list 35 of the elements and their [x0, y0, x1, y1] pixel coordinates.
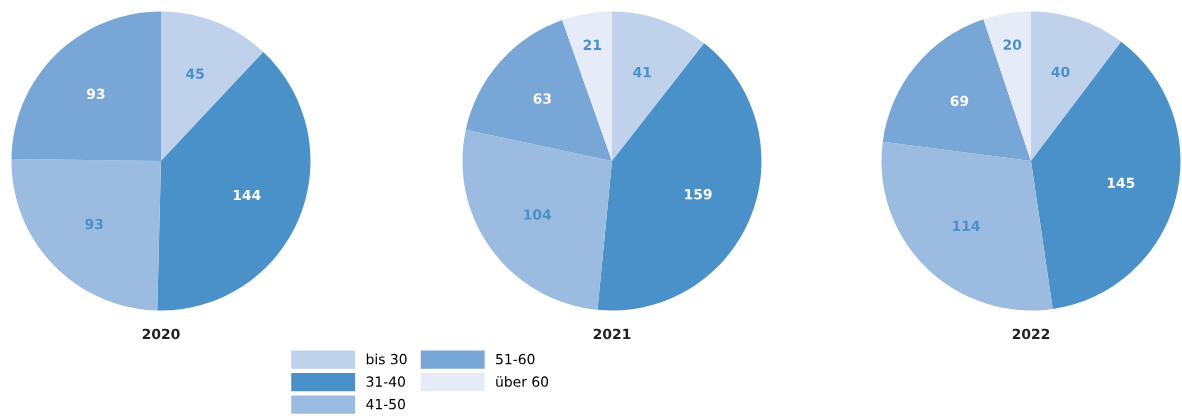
text: 2020	[142, 328, 180, 340]
legend-label: 41-50	[366, 398, 405, 410]
pie-slice	[562, 11, 612, 161]
legend-label: über 60	[496, 376, 549, 387]
text: 2022	[1012, 328, 1050, 340]
pie-slice	[462, 129, 612, 310]
data-label: 144	[233, 189, 261, 201]
pie-slice	[11, 159, 161, 311]
data-label: 21	[583, 39, 601, 50]
pie-slice	[882, 19, 1031, 161]
data-label: 104	[524, 209, 552, 220]
text: 2021	[593, 328, 631, 340]
data-label: 41	[633, 67, 651, 78]
pie-slice	[983, 11, 1031, 161]
pie-slice	[11, 11, 161, 161]
data-label: 93	[85, 218, 103, 230]
pie-slice	[1031, 41, 1181, 309]
pie-slice	[157, 52, 311, 311]
pie-slice	[1031, 11, 1122, 161]
pie-slice	[881, 141, 1053, 311]
data-label: 159	[685, 188, 712, 200]
data-label: 63	[533, 93, 551, 104]
data-label: 93	[86, 88, 105, 100]
data-label: 145	[1107, 177, 1135, 189]
data-label: 20	[1003, 39, 1022, 50]
pie-slice	[465, 20, 612, 161]
legend-label: 51-60	[496, 353, 535, 365]
pie-slice	[612, 11, 705, 161]
data-label: 40	[1051, 66, 1070, 78]
legend-label: bis 30	[366, 353, 407, 365]
pie-slice	[161, 11, 264, 161]
data-label: 69	[950, 95, 969, 107]
data-label: 114	[953, 220, 980, 231]
legend-label: 31-40	[366, 376, 405, 387]
data-label: 45	[186, 68, 204, 79]
